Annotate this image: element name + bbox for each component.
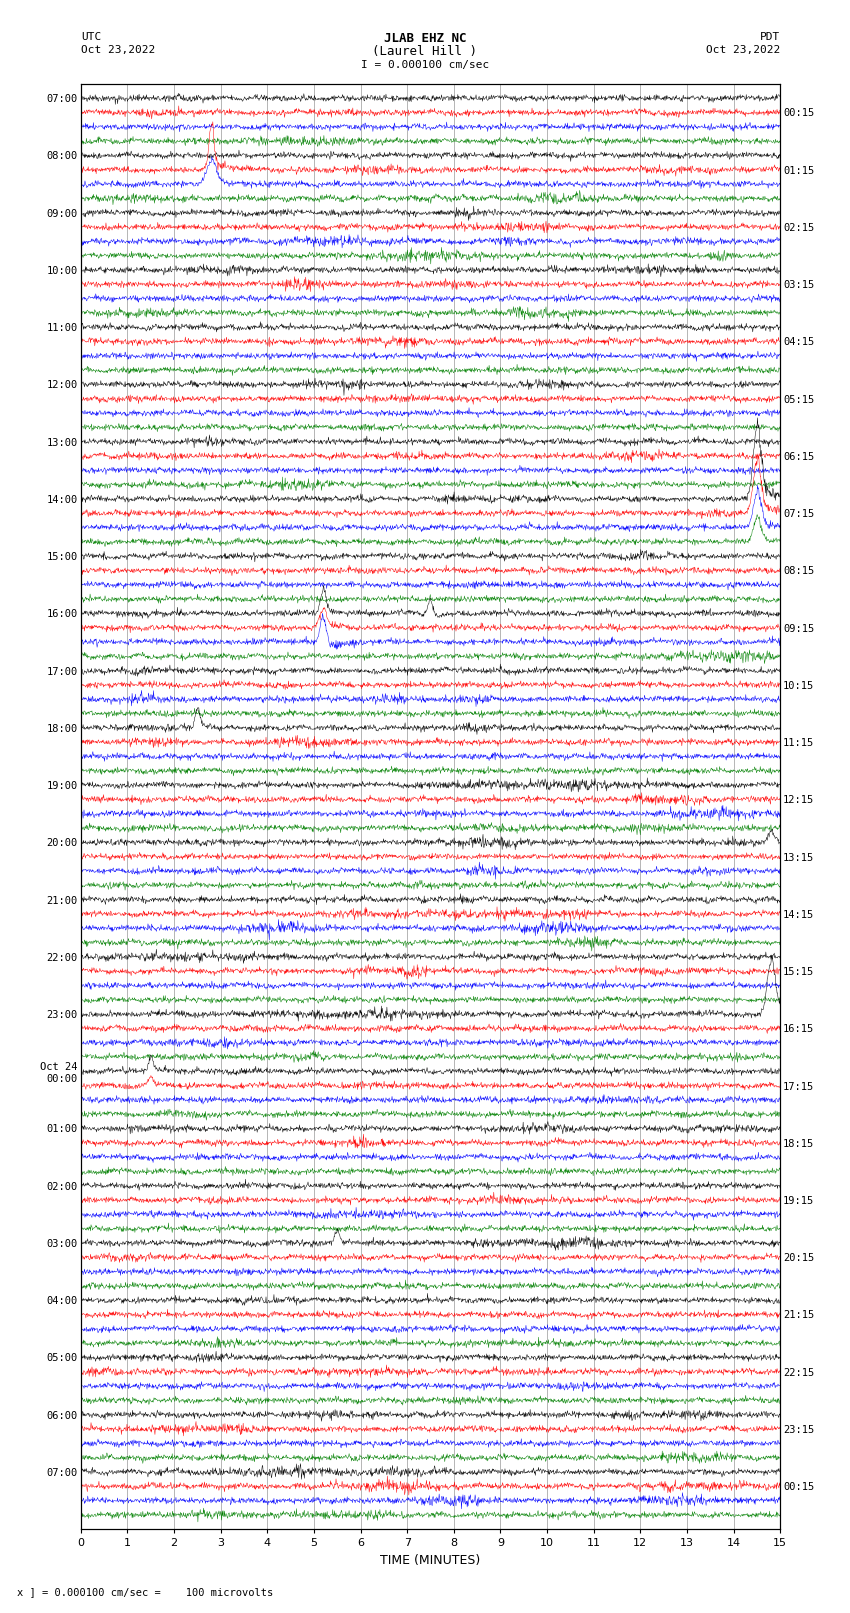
- Text: (Laurel Hill ): (Laurel Hill ): [372, 45, 478, 58]
- Text: PDT: PDT: [760, 32, 780, 42]
- Text: I = 0.000100 cm/sec: I = 0.000100 cm/sec: [361, 60, 489, 69]
- Text: x ] = 0.000100 cm/sec =    100 microvolts: x ] = 0.000100 cm/sec = 100 microvolts: [17, 1587, 273, 1597]
- Text: Oct 23,2022: Oct 23,2022: [706, 45, 780, 55]
- X-axis label: TIME (MINUTES): TIME (MINUTES): [381, 1553, 480, 1566]
- Text: JLAB EHZ NC: JLAB EHZ NC: [383, 32, 467, 45]
- Text: Oct 23,2022: Oct 23,2022: [81, 45, 155, 55]
- Text: UTC: UTC: [81, 32, 101, 42]
